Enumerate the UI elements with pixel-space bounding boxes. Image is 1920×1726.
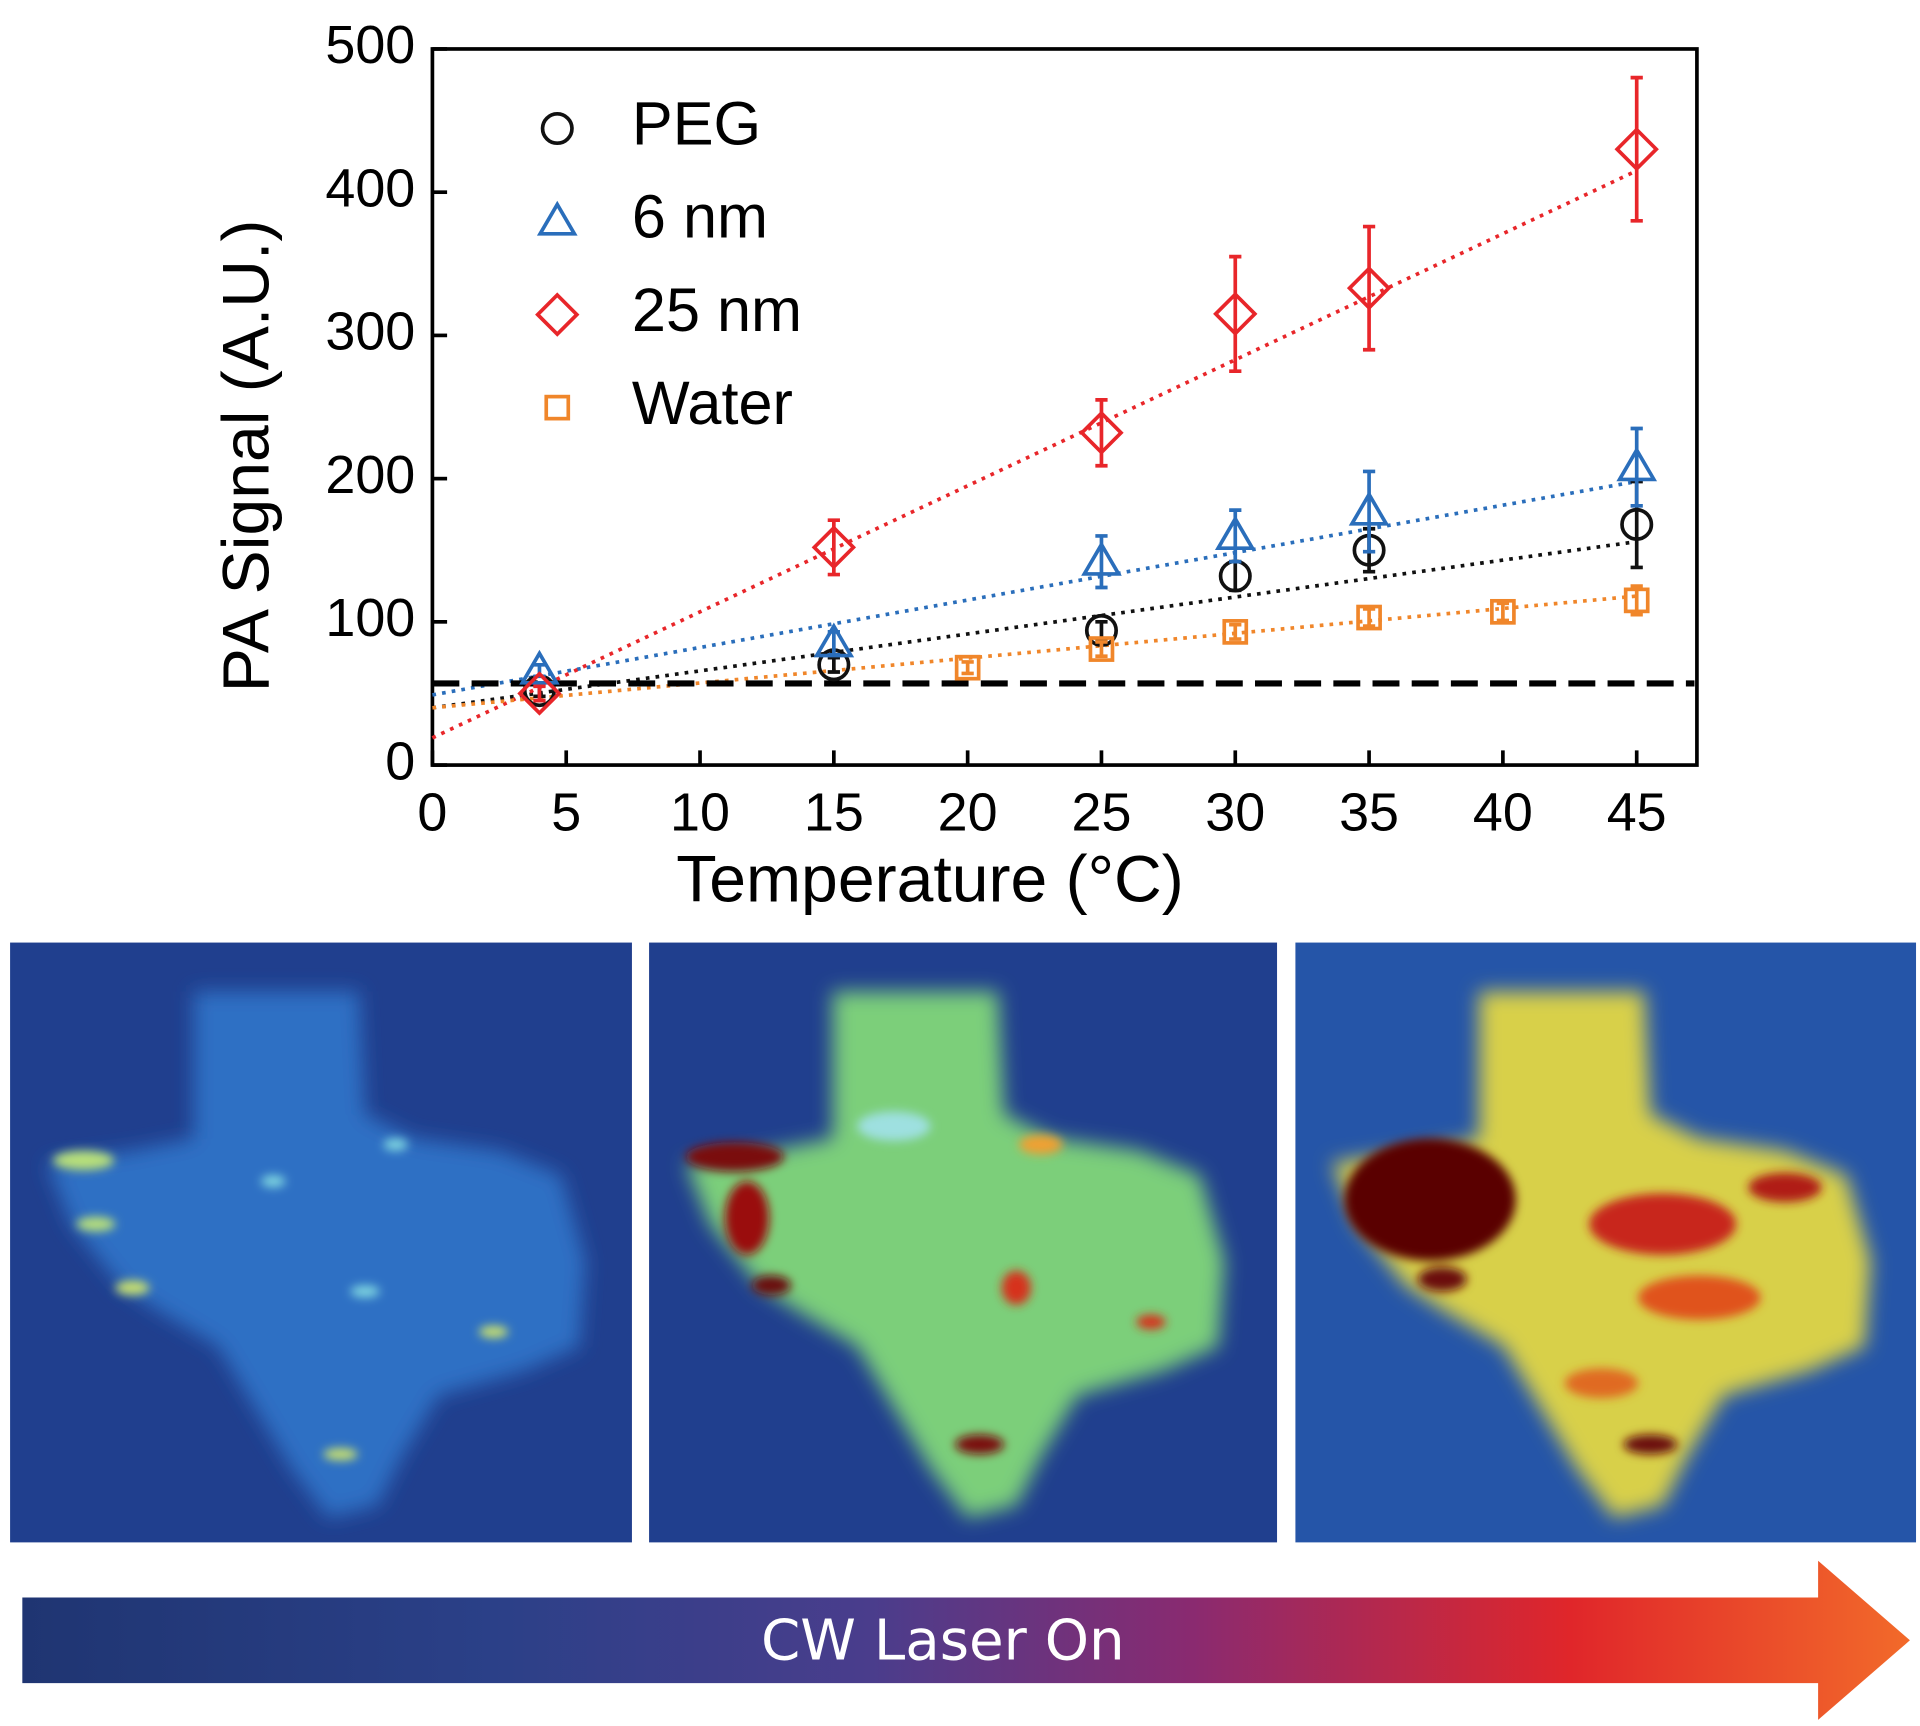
error-bar (1095, 398, 1108, 468)
y-tick-label: 100 (325, 588, 415, 648)
error-bar (1229, 254, 1242, 374)
error-bar (1095, 640, 1108, 659)
marker (1623, 587, 1650, 614)
marker (1614, 127, 1659, 172)
marker (1616, 446, 1658, 482)
heatmap-panel (10, 942, 632, 1543)
error-bar (827, 655, 840, 674)
marker (1348, 490, 1390, 526)
y-tick-label: 200 (325, 445, 415, 505)
heatmap-panel (1295, 942, 1917, 1543)
error-bar (1630, 75, 1643, 223)
marker (517, 671, 562, 716)
fit-line (432, 479, 1638, 697)
marker (1214, 515, 1256, 550)
legend-label: Water (632, 369, 793, 437)
legend-label: PEG (632, 90, 761, 158)
fit-line (431, 169, 1638, 740)
marker (1222, 619, 1249, 645)
marker (1088, 636, 1115, 662)
legend-marker (536, 200, 578, 236)
marker (1356, 604, 1382, 631)
marker (1490, 598, 1516, 625)
x-tick-label: 10 (670, 783, 730, 843)
x-axis-label: Temperature (°C) (676, 842, 1184, 916)
x-tick-label: 35 (1339, 783, 1399, 843)
y-tick-label: 400 (325, 158, 415, 218)
error-bar (1362, 607, 1376, 628)
legend-label: 6 nm (632, 183, 768, 251)
error-bar (1229, 559, 1242, 593)
x-tick-label: 30 (1205, 783, 1265, 843)
x-tick-label: 45 (1607, 783, 1667, 843)
error-bar (1362, 224, 1376, 352)
x-tick-label: 0 (417, 783, 447, 843)
fit-line (432, 539, 1637, 710)
x-tick-label: 5 (551, 783, 581, 843)
arrow-label: CW Laser On (761, 1609, 1125, 1674)
marker (1079, 410, 1124, 455)
marker (813, 622, 855, 658)
arrow (22, 1560, 1910, 1720)
plot: 0 100 200 300 400 500 0 5 10 15 20 25 30 35 40 45 Temper… (210, 15, 1699, 916)
heatmap-panel (649, 942, 1278, 1543)
error-bar (961, 660, 974, 676)
legend-marker (544, 394, 571, 421)
marker (1081, 540, 1122, 576)
legend-marker (535, 292, 580, 337)
marker (1346, 265, 1392, 311)
x-tick-label: 25 (1071, 783, 1131, 843)
y-axis-label: PA Signal (A.U.) (210, 220, 284, 693)
error-bar (1496, 601, 1510, 623)
y-tick-label: 0 (385, 731, 415, 791)
y-tick-label: 500 (325, 15, 415, 75)
fit-line (432, 594, 1637, 710)
error-bar (1229, 622, 1242, 641)
x-tick-label: 20 (938, 783, 998, 843)
marker (811, 525, 857, 570)
error-bar (1630, 426, 1643, 508)
error-bar (533, 684, 546, 703)
marker (1620, 507, 1654, 541)
legend-marker (540, 112, 574, 146)
x-tick-label: 40 (1473, 783, 1533, 843)
error-bar (1362, 469, 1376, 554)
marker (954, 654, 981, 681)
y-tick-label: 300 (325, 302, 415, 362)
marker (519, 649, 560, 685)
legend-label: 25 nm (632, 276, 802, 344)
marker (1213, 291, 1258, 337)
x-tick-label: 15 (804, 783, 864, 843)
plot-frame (430, 47, 1699, 767)
